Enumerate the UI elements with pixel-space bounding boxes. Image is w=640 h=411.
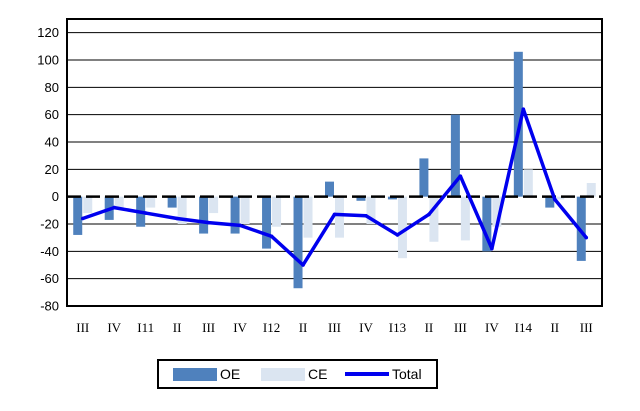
point-total-6 [269, 234, 274, 239]
point-total-10 [395, 233, 400, 237]
bar-oe-6 [262, 196, 272, 249]
x-tick-label-13: IV [485, 320, 499, 335]
bar-oe-11 [419, 158, 429, 197]
x-tick-label-8: III [328, 320, 341, 335]
point-total-12 [458, 174, 463, 178]
x-tick-label-7: II [299, 320, 308, 335]
legend-swatch-total [345, 372, 389, 376]
bar-oe-4 [199, 196, 209, 234]
bar-oe-13 [482, 196, 492, 252]
plot-frame [66, 18, 603, 307]
bar-ce-4 [209, 196, 219, 214]
bar-oe-12 [450, 114, 460, 197]
y-tick-label-5: 20 [45, 162, 59, 177]
x-tick-label-16: III [580, 320, 593, 335]
bar-ce-11 [429, 196, 439, 242]
y-tick-label-8: -40 [40, 244, 59, 259]
bar-oe-0 [73, 196, 83, 235]
y-tick-label-7: -20 [40, 217, 59, 232]
point-total-15 [552, 197, 557, 202]
point-total-4 [206, 220, 211, 225]
bar-ce-2 [146, 196, 156, 208]
x-tick-label-9: IV [359, 320, 373, 335]
y-tick-label-3: 60 [45, 107, 59, 122]
y-axis-ticks: 120 100 80 60 40 20 0 -20 -40 -60 -80 [37, 25, 59, 313]
bar-oe-10 [387, 196, 397, 200]
bar-oe-5 [230, 196, 240, 234]
bar-ce-16 [586, 183, 596, 197]
x-tick-label-1: IV [107, 320, 121, 335]
point-total-16 [584, 235, 589, 240]
legend: OE CE Total [157, 359, 438, 389]
y-tick-label-4: 40 [45, 135, 59, 150]
y-tick-label-2: 80 [45, 80, 59, 95]
x-tick-label-2: I11 [137, 320, 154, 335]
y-tick-label-6: 0 [52, 189, 59, 204]
point-total-2 [143, 211, 148, 215]
x-tick-label-5: IV [233, 320, 247, 335]
bar-ce-14 [523, 169, 533, 197]
legend-label-oe: OE [220, 366, 241, 382]
bar-ce-9 [366, 196, 376, 224]
bar-ce-13 [492, 196, 502, 227]
bar-ce-12 [460, 196, 470, 241]
bar-oe-8 [325, 181, 334, 197]
x-tick-label-15: II [550, 320, 559, 335]
bars [73, 51, 596, 289]
point-total-5 [238, 223, 242, 228]
x-tick-label-0: III [76, 320, 89, 335]
x-tick-label-14: I14 [515, 320, 533, 335]
bar-ce-0 [83, 196, 93, 214]
bar-oe-16 [576, 196, 586, 261]
bar-ce-6 [272, 196, 282, 227]
x-tick-label-4: III [202, 320, 215, 335]
bar-ce-3 [177, 196, 187, 224]
legend-item-total: Total [345, 361, 422, 387]
x-axis-ticks: III IV I11 II III IV I12 II III IV I13 II III IV I14 II… [76, 320, 593, 335]
point-total-9 [364, 214, 368, 218]
x-tick-label-3: II [173, 320, 182, 335]
point-total-14 [521, 107, 526, 111]
y-tick-label-9: -60 [40, 271, 59, 286]
total-line [80, 107, 589, 267]
y-tick-label-10: -80 [40, 299, 59, 314]
bar-oe-3 [167, 196, 177, 208]
x-tick-label-12: III [454, 320, 467, 335]
x-tick-label-11: II [425, 320, 434, 335]
legend-item-oe: OE [173, 361, 240, 387]
bar-oe-9 [356, 196, 366, 201]
legend-swatch-oe [173, 367, 217, 381]
point-total-3 [175, 216, 179, 221]
legend-swatch-ce [261, 367, 305, 381]
point-total-0 [80, 216, 85, 221]
bar-ce-8 [335, 196, 344, 238]
point-total-8 [332, 212, 337, 217]
bar-ce-10 [397, 196, 407, 259]
bar-ce-1 [114, 196, 124, 208]
point-total-11 [427, 212, 431, 217]
legend-label-ce: CE [308, 366, 328, 382]
bar-ce-15 [555, 196, 565, 200]
point-total-7 [301, 263, 305, 267]
point-total-1 [112, 205, 117, 210]
point-total-13 [490, 246, 494, 251]
bar-oe-15 [545, 196, 555, 208]
legend-item-ce: CE [261, 361, 327, 387]
y-tick-label-1: 100 [37, 53, 59, 68]
legend-label-total: Total [392, 366, 422, 382]
y-tick-label-0: 120 [37, 25, 59, 40]
bar-oe-7 [293, 196, 303, 289]
x-tick-label-10: I13 [389, 320, 406, 335]
bar-ce-7 [303, 196, 313, 238]
x-tick-label-6: I12 [263, 320, 280, 335]
line-total [82, 107, 588, 267]
bar-ce-5 [240, 196, 250, 224]
